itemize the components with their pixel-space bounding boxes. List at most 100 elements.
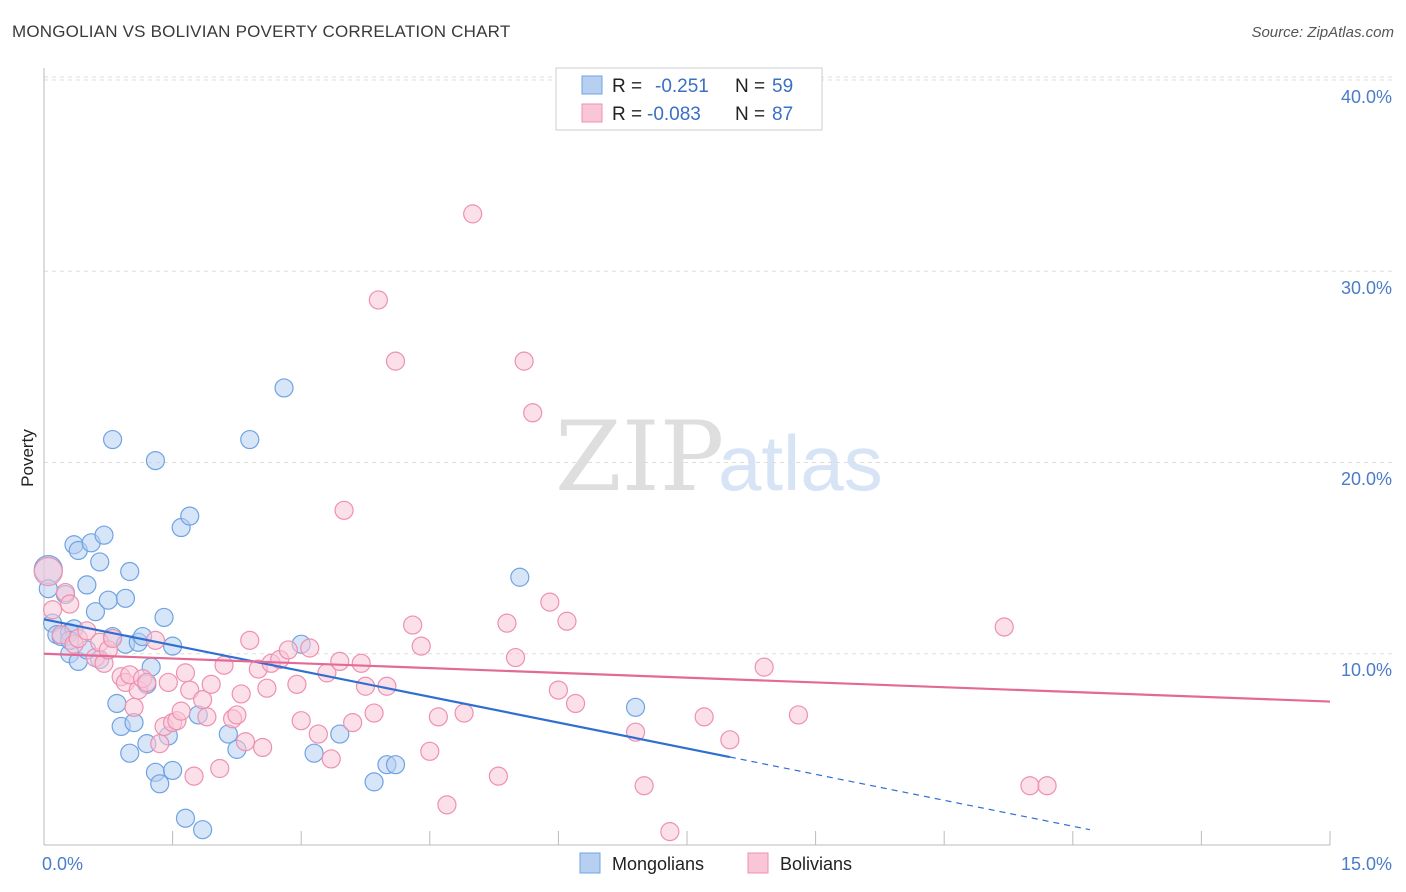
mongolians-point (120, 561, 140, 582)
bolivians-point (420, 741, 440, 761)
mongolians-point (304, 743, 324, 763)
bolivians-point (150, 734, 170, 754)
bolivians-trend-line (43, 652, 1331, 703)
bolivians-point (175, 663, 196, 683)
watermark-zip: ZIP (555, 401, 724, 513)
x-tick-label-min: 0.0% (42, 854, 83, 874)
bolivians-point (180, 680, 200, 700)
bolivians-point (364, 703, 384, 723)
mongolians-point (193, 820, 213, 840)
data-points (33, 204, 1057, 842)
bolivians-point (214, 655, 234, 675)
y-tick-label-20: 20.0% (1341, 469, 1392, 489)
bolivians-point (334, 500, 354, 520)
mongolians-point (175, 808, 196, 828)
bolivians-point (368, 290, 388, 310)
legend-r-value: -0.083 (647, 104, 701, 125)
mongolians-point (94, 525, 114, 545)
mongolians-point (330, 724, 350, 744)
bolivians-point (994, 617, 1014, 637)
mongolians-point (115, 588, 136, 608)
bolivians-point (343, 712, 363, 733)
bolivians-point (497, 613, 517, 633)
legend-n-label: N = (735, 104, 765, 125)
chart-title: MONGOLIAN VS BOLIVIAN POVERTY CORRELATIO… (12, 22, 511, 41)
legend-r-value: -0.251 (655, 76, 709, 97)
bolivians-point (1037, 776, 1057, 796)
bolivians-point (33, 556, 63, 587)
bolivians-point (210, 758, 230, 779)
series-legend: Mongolians Bolivians (579, 852, 852, 874)
mongolians-point (120, 743, 140, 763)
bolivians-point (411, 636, 431, 656)
mongolians-point (385, 755, 406, 775)
bolivians-point (428, 707, 448, 727)
mongolians-point (145, 450, 166, 471)
grid-lines (44, 76, 1395, 655)
bolivians-point (1020, 776, 1040, 796)
bolivians-point (158, 672, 178, 693)
bolivians-point (291, 711, 311, 731)
y-tick-label-30: 30.0% (1341, 278, 1392, 298)
mongolians-trend-line (43, 618, 731, 759)
bolivians-point (565, 693, 586, 714)
bolivians-point (355, 676, 376, 696)
bolivians-point (42, 600, 63, 620)
bolivians-point (437, 795, 457, 815)
mongolians-point (102, 429, 123, 450)
y-tick-label-40: 40.0% (1341, 87, 1392, 107)
bolivians-point (231, 684, 251, 704)
legend-n-label: N = (735, 76, 765, 97)
legend-n-value: 87 (772, 104, 793, 125)
bolivians-point (523, 403, 543, 423)
bolivians-point (454, 703, 474, 723)
mongolians-point (85, 602, 106, 622)
legend-r-label: R = (612, 76, 642, 97)
bolivians-point (514, 351, 534, 371)
bolivians-point (321, 749, 341, 769)
bolivians-point (634, 776, 654, 796)
mongolians-point (90, 552, 110, 572)
bolivians-point (137, 672, 157, 693)
bolivians-point (197, 707, 217, 727)
stats-legend: R = -0.251 N = 59 R = -0.083 N = 87 (555, 67, 823, 131)
bolivians-point (463, 204, 483, 224)
bolivians-point (385, 351, 406, 371)
bolivians-point (184, 766, 204, 786)
bolivians-point (694, 707, 714, 727)
bolivians-point (278, 640, 298, 660)
mongolians-point (150, 774, 170, 794)
mongolians-point (77, 575, 97, 595)
mongolians-point (364, 772, 384, 792)
axes (43, 68, 1331, 846)
mongolians-point (98, 590, 118, 610)
bolivians-point (720, 730, 740, 750)
bolivians-point (540, 592, 560, 612)
source-label: Source: ZipAtlas.com (1251, 24, 1394, 41)
bolivians-point (488, 766, 508, 786)
mongolians-point (154, 607, 174, 628)
bottom-legend-swatch-bolivians (747, 852, 769, 874)
bolivians-point (505, 647, 526, 668)
bolivians-point (227, 705, 247, 725)
bolivians-point (235, 732, 256, 752)
bolivians-point (300, 638, 320, 658)
mongolians-point (163, 760, 183, 781)
legend-n-value: 59 (772, 76, 793, 97)
bolivians-point (330, 651, 350, 672)
bolivians-point (287, 674, 307, 694)
bolivians-point (257, 678, 277, 698)
y-tick-label-10: 10.0% (1341, 660, 1392, 680)
bolivians-point (60, 594, 80, 614)
mongolians-point (625, 697, 646, 717)
bottom-legend-label-bolivians: Bolivians (780, 854, 852, 874)
x-tick-label-max: 15.0% (1341, 854, 1392, 874)
bolivians-point (788, 705, 809, 725)
bolivians-point (201, 674, 221, 694)
bottom-legend-label-mongolians: Mongolians (612, 854, 704, 874)
bolivians-point (171, 701, 191, 721)
bolivians-point (351, 653, 371, 673)
bolivians-point (403, 615, 423, 635)
y-axis-label: Poverty (18, 429, 37, 487)
